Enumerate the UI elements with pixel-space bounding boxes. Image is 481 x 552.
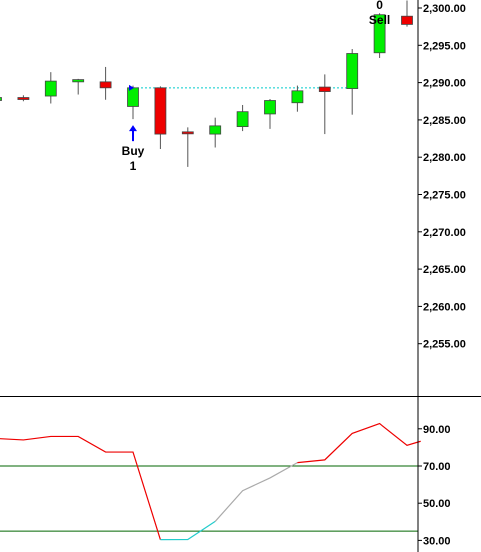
candle xyxy=(44,72,57,104)
candle xyxy=(236,104,249,132)
candle xyxy=(373,13,386,58)
price-axis-tick-label: 2,270.00 xyxy=(423,227,466,239)
price-axis-tick-label: 2,260.00 xyxy=(423,301,466,313)
candle-body-up xyxy=(44,80,57,97)
candle-body-down xyxy=(17,97,30,100)
price-axis-tick-label: 2,275.00 xyxy=(423,190,466,202)
candle xyxy=(17,95,30,102)
oscillator-series-line xyxy=(297,422,421,464)
candle-body-down xyxy=(318,86,331,92)
oscillator-axis-tick-label: 50.00 xyxy=(423,498,451,510)
candle-body-up xyxy=(346,53,359,89)
candle-body-up xyxy=(0,97,2,101)
candle xyxy=(401,0,413,27)
candle-body-down xyxy=(181,131,194,135)
candle-body-up xyxy=(236,111,249,128)
candle-body-up xyxy=(373,14,386,54)
oscillator-series-line xyxy=(214,462,298,522)
buy-label: Buy xyxy=(122,144,145,158)
price-axis-tick-label: 2,255.00 xyxy=(423,339,466,351)
oscillator-series-line xyxy=(0,435,161,540)
candle-body-up xyxy=(264,100,276,115)
candle xyxy=(0,97,2,101)
oscillator-axis-tick-label: 90.00 xyxy=(423,424,451,436)
candle xyxy=(154,86,167,149)
candle-body-down xyxy=(401,15,413,25)
oscillator-series-line xyxy=(160,520,216,541)
sell-label: 0 xyxy=(376,0,383,12)
candle-body-down xyxy=(154,87,167,135)
candle xyxy=(99,66,112,100)
price-axis-tick-label: 2,290.00 xyxy=(423,78,466,90)
price-axis-tick-label: 2,285.00 xyxy=(423,115,466,127)
candle xyxy=(72,78,85,95)
price-axis-tick-label: 2,280.00 xyxy=(423,152,466,164)
candle xyxy=(291,85,304,112)
price-axis-tick-label: 2,265.00 xyxy=(423,264,466,276)
oscillator-panel: 90.00 70.00 50.00 30.00 xyxy=(0,422,451,547)
oscillator-axis-tick-label: 70.00 xyxy=(423,461,451,473)
candle-body-up xyxy=(72,79,85,83)
candle-body-up xyxy=(291,90,304,104)
buy-label: 1 xyxy=(130,159,137,173)
candle-body-up xyxy=(209,125,222,135)
candle xyxy=(264,99,276,129)
price-axis-tick-label: 2,300.00 xyxy=(423,3,466,15)
price-axis-tick-label: 2,295.00 xyxy=(423,40,466,52)
candle xyxy=(181,127,194,167)
oscillator-axis-tick-label: 30.00 xyxy=(423,535,451,547)
candle xyxy=(318,74,331,135)
candle xyxy=(209,117,222,148)
buy-arrow-icon xyxy=(129,125,137,132)
entry-marker-icon xyxy=(129,84,134,91)
candle-body-down xyxy=(99,81,112,89)
sell-label: Sell xyxy=(369,13,390,27)
candle xyxy=(346,49,359,115)
